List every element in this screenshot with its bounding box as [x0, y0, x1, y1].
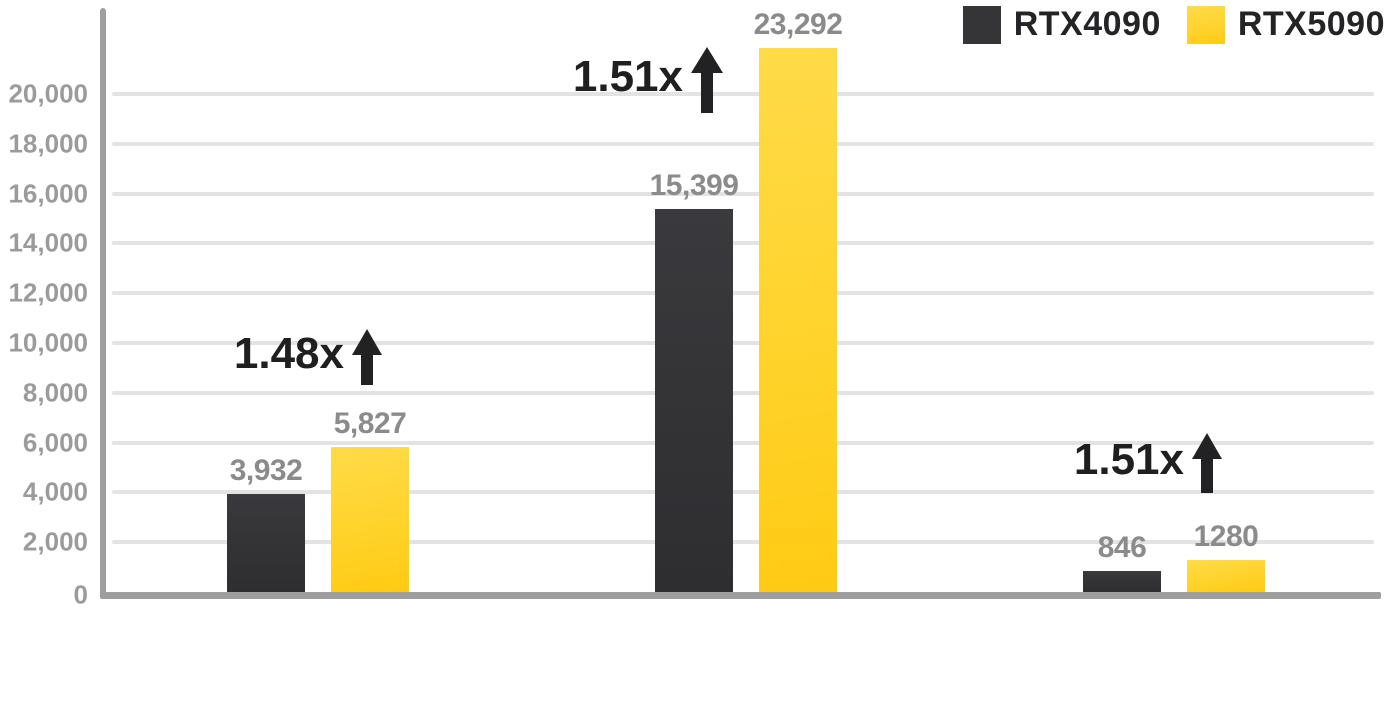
value-label-rtx4090-group2: 15,399	[649, 168, 739, 202]
up-arrow-icon-group2	[691, 44, 723, 113]
up-arrow-icon-group1	[352, 326, 382, 385]
bar-rtx5090-group3	[1187, 560, 1265, 592]
y-axis-line	[100, 8, 106, 598]
legend-label-rtx4090: RTX4090	[1013, 5, 1161, 43]
y-axis-tick-label: 10,000	[8, 327, 88, 358]
arrow-stem	[1201, 459, 1213, 493]
arrow-head	[691, 44, 723, 73]
legend: RTX4090 RTX5090	[962, 5, 1385, 44]
value-label-rtx4090-group3: 846	[1097, 530, 1147, 564]
gridline	[112, 490, 1374, 495]
gain-multiplier-group1: 1.48x	[233, 329, 344, 378]
y-axis-tick-label: 18,000	[8, 128, 88, 159]
value-label-rtx5090-group3: 1280	[1193, 520, 1259, 554]
legend-label-rtx5090: RTX5090	[1237, 5, 1385, 43]
gain-multiplier-group3: 1.51x	[1073, 435, 1184, 484]
gridline	[112, 191, 1374, 196]
y-axis-tick-label: 12,000	[8, 277, 88, 308]
legend-entry-rtx5090: RTX5090	[1186, 5, 1385, 44]
y-axis-tick-label: 2,000	[22, 526, 88, 557]
gridline	[112, 390, 1374, 395]
value-label-rtx4090-group1: 3,932	[229, 454, 303, 488]
arrow-stem	[701, 73, 713, 113]
y-axis-tick-label: 16,000	[8, 178, 88, 209]
arrow-stem	[361, 355, 373, 385]
y-axis-tick-label: 8,000	[22, 377, 88, 408]
rtx5090-swatch-icon	[1186, 5, 1225, 44]
value-label-rtx5090-group2: 23,292	[753, 8, 843, 41]
gridline	[112, 440, 1374, 445]
gridline	[112, 141, 1374, 146]
legend-entry-rtx4090: RTX4090	[962, 5, 1161, 44]
value-label-rtx5090-group1: 5,827	[333, 406, 407, 440]
arrow-head	[1192, 430, 1222, 459]
rtx4090-swatch-icon	[962, 5, 1001, 44]
gridline	[112, 341, 1374, 345]
y-axis-tick-label: 6,000	[22, 427, 88, 458]
bar-rtx4090-group1	[227, 494, 305, 592]
gridline	[112, 92, 1374, 96]
y-axis-tick-label: 20,000	[8, 78, 88, 109]
y-axis-tick-label: 4,000	[22, 476, 88, 507]
bar-rtx5090-group2	[759, 48, 837, 592]
up-arrow-icon-group3	[1192, 430, 1222, 493]
arrow-head	[352, 326, 382, 355]
gain-multiplier-group2: 1.51x	[572, 52, 683, 101]
bar-rtx4090-group3	[1083, 570, 1161, 592]
bar-rtx5090-group1	[331, 446, 409, 592]
gridline	[112, 241, 1374, 246]
x-axis-line	[100, 592, 1381, 599]
gridline	[112, 291, 1374, 296]
y-axis-tick-label: 14,000	[8, 227, 88, 258]
y-axis-tick-label: 0	[73, 579, 88, 610]
bar-rtx4090-group2	[655, 208, 733, 592]
gridline	[112, 540, 1374, 545]
